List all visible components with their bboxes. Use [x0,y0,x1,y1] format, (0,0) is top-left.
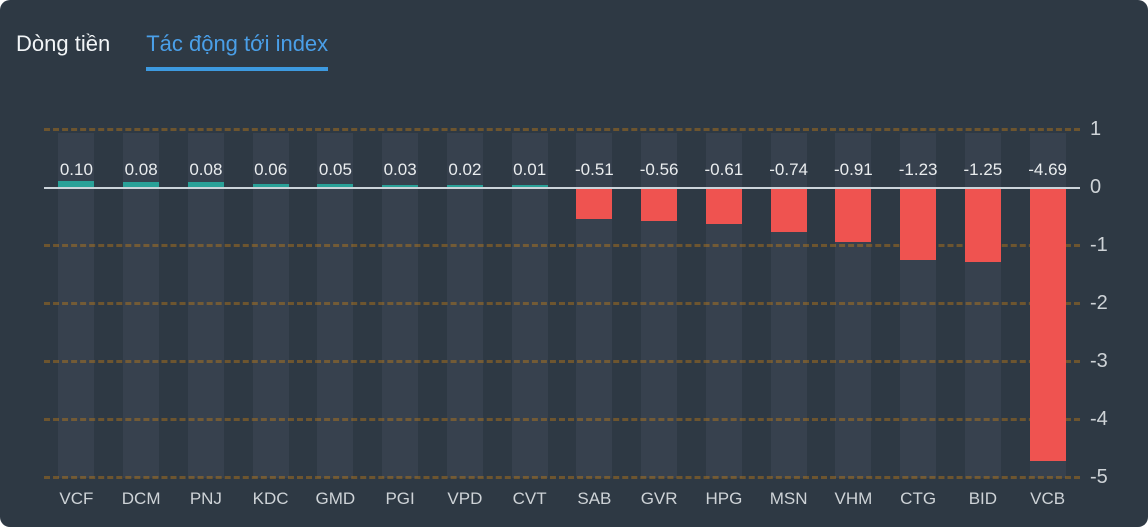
bar-value-label: 0.10 [59,160,93,179]
bar-value-label: -0.91 [834,160,873,179]
column-band [252,133,289,478]
x-axis-label: VPD [447,489,483,508]
bar-value-label: -4.69 [1028,160,1067,179]
column-band [123,133,160,478]
column-band [446,133,483,478]
x-axis-label: CVT [512,489,547,508]
column-band [835,133,872,478]
bar-VCF[interactable] [58,181,95,187]
bar-HPG[interactable] [705,189,742,225]
x-axis-label: VCB [1030,489,1066,508]
y-axis-tick-label: -5 [1090,466,1108,488]
column-band [511,133,548,478]
bar-SAB[interactable] [576,189,613,219]
bar-GVR[interactable] [641,189,678,222]
column-band [382,133,419,478]
y-axis-tick-label: 0 [1090,176,1102,198]
tab-bar: Dòng tiền Tác động tới index [16,31,329,71]
bar-VPD[interactable] [446,185,483,187]
column-band [58,133,95,478]
bar-VHM[interactable] [835,189,872,242]
bar-VCB[interactable] [1029,189,1066,462]
bar-value-label: -1.25 [963,160,1003,179]
bar-BID[interactable] [964,189,1001,262]
bar-PGI[interactable] [382,185,419,187]
y-axis-tick-label: -1 [1090,234,1108,256]
bar-DCM[interactable] [123,182,160,187]
bar-value-label: 0.05 [318,160,352,179]
gridline [44,128,1080,131]
gridline [44,244,1080,247]
bar-value-label: -1.23 [898,160,938,179]
bar-value-label: 0.08 [189,160,223,179]
x-axis-label: PNJ [189,489,222,508]
gridline [44,418,1080,421]
bar-value-label: 0.08 [124,160,158,179]
bar-value-label: -0.56 [639,160,679,179]
x-axis-label: VCF [59,489,94,508]
x-axis-label: GVR [640,489,678,508]
x-axis-label: SAB [577,489,612,508]
x-axis-label: GMD [315,489,356,508]
bar-MSN[interactable] [770,189,807,232]
x-axis-label: HPG [705,489,743,508]
column-band [705,133,742,478]
bar-value-label: 0.03 [383,160,417,179]
x-axis-label: PGI [385,489,415,508]
x-axis-label: VHM [834,489,873,508]
x-axis-label: KDC [252,489,289,508]
tab-tac-dong-toi-index[interactable]: Tác động tới index [146,31,329,71]
x-axis-label: BID [968,489,998,508]
y-axis-tick-label: 1 [1090,118,1102,140]
column-band [900,133,937,478]
bar-value-label: 0.06 [254,160,288,179]
gridline [44,302,1080,305]
bar-CVT[interactable] [511,185,548,187]
gridline [44,476,1080,479]
bar-value-label: 0.02 [448,160,482,179]
tab-dong-tien[interactable]: Dòng tiền [16,31,111,56]
column-band [317,133,354,478]
zero-line [44,187,1080,189]
column-band [576,133,613,478]
bar-KDC[interactable] [252,183,289,187]
bar-CTG[interactable] [900,189,937,261]
column-band [964,133,1001,478]
column-band [187,133,224,478]
y-axis-tick-label: -3 [1090,350,1108,372]
bar-value-label: -0.61 [704,160,744,179]
y-axis-tick-label: -4 [1090,408,1108,430]
bar-PNJ[interactable] [187,182,224,187]
x-axis-label: CTG [900,489,937,508]
column-band [770,133,807,478]
y-axis-tick-label: -2 [1090,292,1108,314]
bar-value-label: -0.51 [575,160,614,179]
bar-value-label: 0.01 [513,160,547,179]
x-axis-label: MSN [769,489,808,508]
x-axis-label: DCM [121,489,161,508]
bar-value-label: -0.74 [769,160,808,179]
bar-GMD[interactable] [317,184,354,187]
gridline [44,360,1080,363]
column-band [641,133,678,478]
